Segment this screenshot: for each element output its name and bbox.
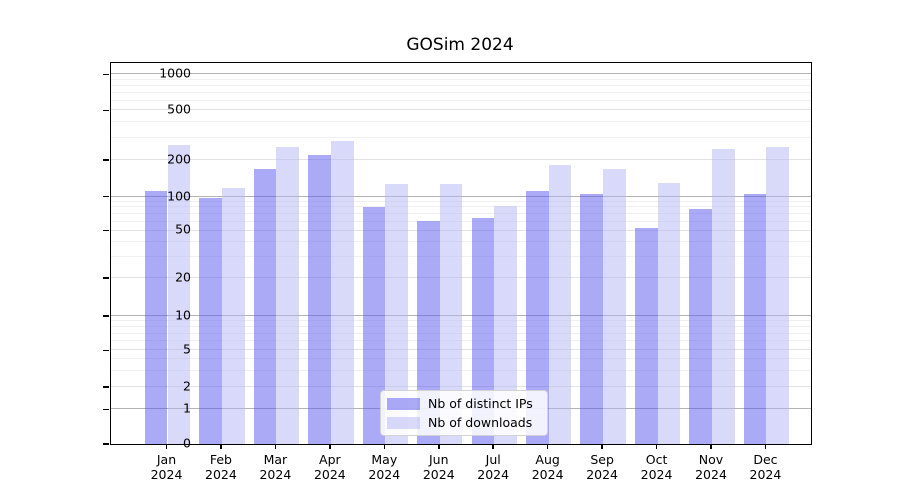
y-gridline-minor <box>111 84 811 86</box>
y-gridline <box>111 109 811 111</box>
bar-downloads <box>712 149 735 444</box>
x-tick-label: Oct 2024 <box>640 452 673 482</box>
bar-distinct-ips <box>689 208 712 444</box>
y-tick-label: 20 <box>175 269 191 285</box>
y-tick-label: 10 <box>175 307 191 323</box>
bar-distinct-ips <box>525 190 549 444</box>
bar-distinct-ips <box>144 190 168 444</box>
bar-downloads <box>657 182 681 444</box>
y-tick-label: 1000 <box>159 65 191 81</box>
y-gridline <box>111 158 811 160</box>
legend-label-distinct-ips: Nb of distinct IPs <box>428 396 533 411</box>
y-gridline-minor <box>111 91 811 93</box>
x-tick-mark <box>438 444 440 449</box>
y-gridline-minor <box>111 99 811 101</box>
y-tick-mark <box>103 315 109 317</box>
x-tick-mark <box>492 444 494 449</box>
x-tick-label: Jun 2024 <box>422 452 455 482</box>
x-tick-label: Jan 2024 <box>150 452 183 482</box>
x-tick-label: May 2024 <box>368 452 401 482</box>
x-tick-mark <box>601 444 603 449</box>
x-tick-label: Sep 2024 <box>586 452 618 482</box>
bar-distinct-ips <box>308 154 331 444</box>
x-tick-mark <box>655 444 658 449</box>
y-tick-mark <box>103 109 109 112</box>
y-tick-mark <box>103 277 109 279</box>
bar-downloads <box>494 205 517 444</box>
bar-distinct-ips <box>199 198 222 444</box>
bar-downloads <box>385 183 408 444</box>
y-tick-label: 50 <box>175 221 191 237</box>
y-tick-label: 0 <box>183 435 191 451</box>
y-tick-mark <box>103 408 109 411</box>
x-tick-mark <box>546 444 549 449</box>
bar-downloads <box>603 169 626 444</box>
x-tick-label: Mar 2024 <box>259 452 292 482</box>
x-tick-mark <box>764 444 767 449</box>
plot-area <box>103 62 812 445</box>
bar-downloads <box>330 141 354 444</box>
y-tick-label: 500 <box>167 101 191 117</box>
y-tick-label: 2 <box>183 378 191 394</box>
y-tick-mark <box>103 195 109 198</box>
y-tick-mark <box>103 229 109 232</box>
bar-downloads <box>167 145 191 444</box>
x-tick-mark <box>383 444 386 449</box>
x-tick-mark <box>329 444 331 449</box>
y-tick-label: 1 <box>183 400 191 416</box>
legend-swatch-distinct-ips <box>387 397 420 410</box>
y-gridline-major <box>111 73 811 75</box>
x-tick-label: Jul 2024 <box>477 452 510 482</box>
bar-downloads <box>276 146 300 444</box>
bar-distinct-ips <box>253 169 277 444</box>
legend-item-distinct-ips: Nb of distinct IPs <box>387 396 539 411</box>
y-tick-label: 100 <box>167 188 191 203</box>
bar-distinct-ips <box>471 218 495 444</box>
legend-item-downloads: Nb of downloads <box>387 415 539 430</box>
bar-downloads <box>439 183 463 444</box>
x-tick-mark <box>710 444 712 449</box>
legend: Nb of distinct IPs Nb of downloads <box>380 390 548 436</box>
bar-distinct-ips <box>634 227 658 444</box>
y-tick-mark <box>103 73 109 76</box>
y-tick-label: 5 <box>183 341 191 357</box>
y-tick-mark <box>103 159 109 161</box>
x-tick-mark <box>220 444 222 449</box>
y-tick-mark <box>103 386 109 388</box>
bar-distinct-ips <box>580 193 604 444</box>
x-tick-label: Apr 2024 <box>313 452 346 482</box>
bar-distinct-ips <box>417 220 440 444</box>
x-tick-label: Dec 2024 <box>749 452 782 482</box>
bar-downloads <box>766 146 790 444</box>
y-tick-mark <box>103 443 109 445</box>
legend-swatch-downloads <box>387 416 420 429</box>
y-tick-label: 200 <box>167 151 191 167</box>
y-gridline-minor <box>111 121 811 123</box>
y-gridline-minor <box>111 136 811 138</box>
bar-downloads <box>548 165 572 444</box>
x-tick-mark <box>274 444 277 449</box>
y-gridline-minor <box>111 78 811 80</box>
x-tick-label: Nov 2024 <box>695 452 727 482</box>
bar-distinct-ips <box>362 207 386 444</box>
y-tick-mark <box>103 349 109 352</box>
x-tick-mark <box>165 444 168 449</box>
x-tick-label: Aug 2024 <box>531 452 564 482</box>
bar-distinct-ips <box>743 193 767 444</box>
legend-label-downloads: Nb of downloads <box>428 415 533 430</box>
chart-title: GOSim 2024 <box>406 35 514 55</box>
x-tick-label: Feb 2024 <box>205 452 237 482</box>
bar-downloads <box>221 187 245 444</box>
